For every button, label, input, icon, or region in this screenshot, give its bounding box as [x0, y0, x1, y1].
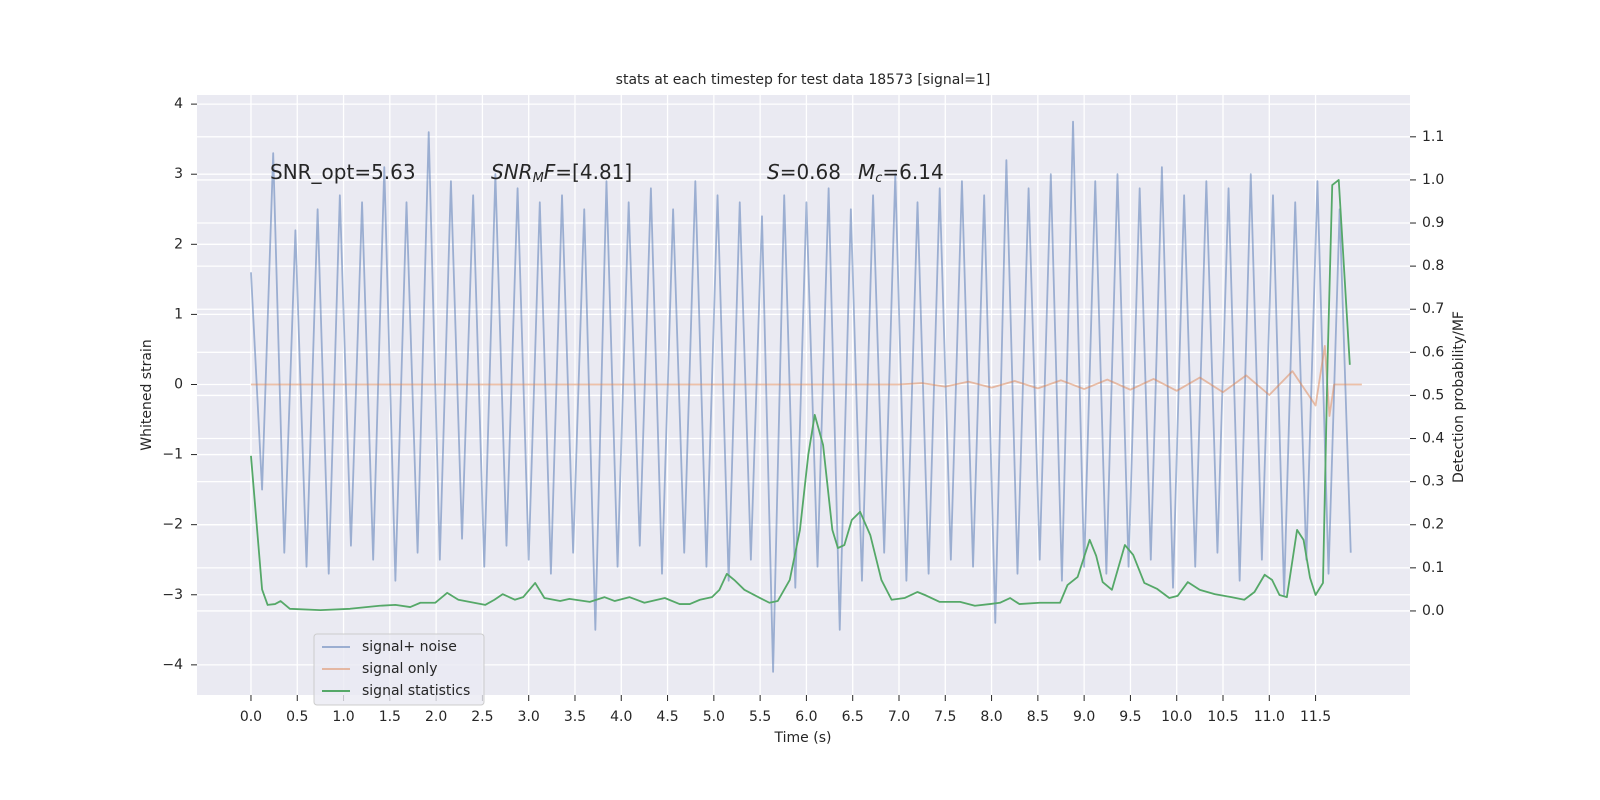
- x-tick-label: 5.5: [749, 709, 771, 725]
- x-tick-label: 6.5: [842, 709, 864, 725]
- x-tick-label: 9.5: [1119, 709, 1141, 725]
- chart-title: stats at each timestep for test data 185…: [616, 72, 991, 88]
- y2-tick-label: 0.2: [1422, 517, 1444, 533]
- y-tick-label: 2: [174, 236, 183, 252]
- y2-tick-label: 0.6: [1422, 344, 1444, 360]
- x-tick-label: 4.5: [656, 709, 678, 725]
- y-tick-label: 3: [174, 166, 183, 182]
- y2-tick-label: 0.1: [1422, 560, 1444, 576]
- annotation: S=0.68: [767, 160, 841, 184]
- y2-tick-label: 0.0: [1422, 603, 1444, 619]
- y-tick-label: 1: [174, 306, 183, 322]
- y2-tick-label: 0.9: [1422, 215, 1444, 231]
- legend-label: signal only: [362, 661, 437, 677]
- x-tick-label: 11.5: [1300, 709, 1331, 725]
- y-tick-label: 0: [174, 376, 183, 392]
- series-line: [250, 345, 1362, 417]
- x-tick-label: 11.0: [1254, 709, 1285, 725]
- x-tick-label: 0.5: [286, 709, 308, 725]
- annotation-part: SNR_opt=5.63: [270, 160, 416, 184]
- y-tick-label: −1: [162, 447, 183, 463]
- x-tick-label: 8.0: [980, 709, 1002, 725]
- legend-label: signal+ noise: [362, 639, 457, 655]
- y-tick-label: −4: [162, 657, 183, 673]
- x-tick-label: 2.0: [425, 709, 447, 725]
- x-tick-label: 2.5: [471, 709, 493, 725]
- x-tick-label: 3.0: [518, 709, 540, 725]
- x-tick-label: 6.0: [795, 709, 817, 725]
- y-tick-label: −2: [162, 517, 183, 533]
- y2-tick-label: 1.0: [1422, 172, 1444, 188]
- y2-tick-label: 0.5: [1422, 387, 1444, 403]
- annotation-part: F: [544, 160, 556, 184]
- x-tick-label: 4.0: [610, 709, 632, 725]
- y2-tick-label: 0.7: [1422, 301, 1444, 317]
- x-tick-label: 0.0: [240, 709, 262, 725]
- annotation-part: SNR: [491, 160, 533, 184]
- series-line: [250, 120, 1352, 673]
- y2-tick-label: 0.3: [1422, 474, 1444, 490]
- series-line: [250, 179, 1351, 611]
- legend-label: signal statistics: [362, 683, 470, 699]
- x-tick-label: 9.0: [1073, 709, 1095, 725]
- y2-tick-label: 1.1: [1422, 129, 1444, 145]
- annotation-part: c: [875, 171, 882, 186]
- annotation: Mc=6.14: [858, 160, 944, 186]
- x-tick-label: 7.0: [888, 709, 910, 725]
- annotation-part: S: [767, 160, 780, 184]
- annotation-part: M: [858, 160, 875, 184]
- y-axis-label: Whitened strain: [139, 339, 155, 450]
- x-tick-label: 1.0: [332, 709, 354, 725]
- x-tick-label: 7.5: [934, 709, 956, 725]
- legend-box: [313, 633, 485, 706]
- x-axis-label: Time (s): [774, 730, 832, 746]
- annotation: SNRMF=[4.81]: [491, 160, 632, 186]
- x-tick-label: 8.5: [1027, 709, 1049, 725]
- x-tick-label: 3.5: [564, 709, 586, 725]
- x-tick-label: 10.0: [1161, 709, 1192, 725]
- x-tick-label: 5.0: [703, 709, 725, 725]
- y-tick-label: 4: [174, 96, 183, 112]
- y2-tick-label: 0.8: [1422, 258, 1444, 274]
- y-tick-label: −3: [162, 587, 183, 603]
- x-tick-label: 1.5: [379, 709, 401, 725]
- y2-axis-label: Detection probability/MF: [1451, 311, 1467, 483]
- annotation-part: =6.14: [882, 160, 943, 184]
- x-tick-label: 10.5: [1207, 709, 1238, 725]
- annotation-part: =[4.81]: [555, 160, 632, 184]
- y2-tick-label: 0.4: [1422, 431, 1444, 447]
- annotation-part: M: [533, 171, 544, 186]
- annotation-part: =0.68: [780, 160, 841, 184]
- annotation: SNR_opt=5.63: [270, 160, 416, 184]
